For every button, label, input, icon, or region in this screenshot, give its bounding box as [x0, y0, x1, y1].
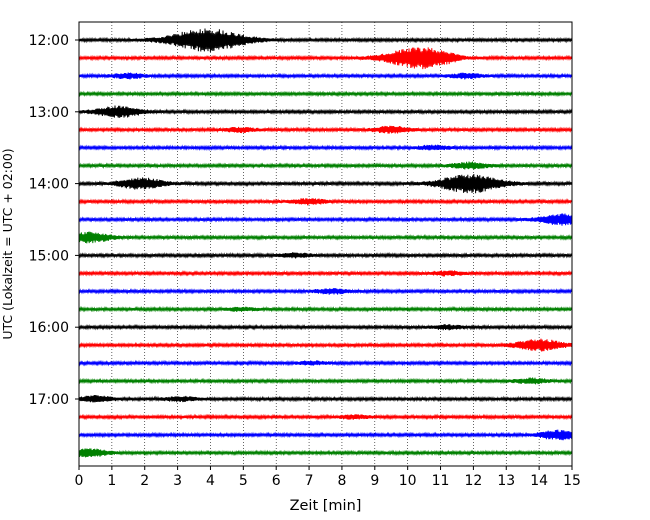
- x-tick-label: 9: [370, 473, 379, 489]
- x-tick-label: 12: [464, 473, 482, 489]
- trace-16: [78, 323, 573, 331]
- y-tick-label: 13:00: [29, 105, 69, 121]
- x-tick-label: 4: [206, 473, 215, 489]
- x-tick-label: 1: [107, 473, 116, 489]
- x-tick-label: 5: [239, 473, 248, 489]
- trace-5: [78, 125, 573, 134]
- y-tick-label: 15:00: [29, 248, 69, 264]
- x-tick-label: 10: [399, 473, 417, 489]
- y-tick-label: 17:00: [29, 392, 69, 408]
- plot-frame: [78, 21, 573, 467]
- trace-8: [78, 173, 573, 194]
- trace-12: [78, 252, 573, 259]
- x-tick-label: 11: [432, 473, 450, 489]
- y-axis-label: UTC (Lokalzeit = UTC + 02:00): [0, 148, 15, 339]
- trace-15: [78, 305, 573, 313]
- trace-1: [78, 47, 573, 70]
- x-axis-label: Zeit [min]: [290, 498, 362, 514]
- trace-6: [78, 144, 573, 152]
- y-tick-label: 12:00: [29, 33, 69, 49]
- x-tick-label: 3: [173, 473, 182, 489]
- x-tick-label: 8: [337, 473, 346, 489]
- grid-lines: [111, 22, 540, 466]
- x-tick-label: 0: [75, 473, 84, 489]
- trace-2: [78, 72, 573, 80]
- y-tick-label: 16:00: [29, 320, 69, 336]
- x-tick-label: 14: [530, 473, 548, 489]
- trace-10: [78, 213, 573, 226]
- x-tick-label: 15: [563, 473, 581, 489]
- trace-13: [78, 270, 573, 277]
- x-axis-ticks: 0 1 2 3 4 5 6 7 8 9 10 11 12 13 14 15: [75, 466, 581, 489]
- x-tick-label: 7: [305, 473, 314, 489]
- trace-7: [78, 161, 573, 170]
- seismogram-traces: [78, 28, 573, 458]
- y-tick-label: 14:00: [29, 177, 69, 193]
- trace-18: [78, 359, 573, 367]
- x-tick-label: 6: [272, 473, 281, 489]
- trace-9: [78, 198, 573, 206]
- trace-0: [78, 28, 573, 53]
- y-axis-ticks: 12:00 13:00 14:00 15:00 16:00 17:00: [29, 33, 79, 408]
- trace-19: [78, 377, 573, 385]
- x-tick-label: 2: [140, 473, 149, 489]
- x-tick-label: 13: [497, 473, 515, 489]
- trace-11: [78, 231, 573, 244]
- trace-14: [78, 287, 573, 295]
- trace-3: [78, 90, 573, 98]
- trace-21: [78, 413, 573, 421]
- trace-17: [78, 338, 573, 352]
- trace-4: [78, 105, 573, 119]
- trace-20: [78, 394, 573, 403]
- trace-22: [78, 429, 573, 441]
- trace-23: [78, 448, 573, 458]
